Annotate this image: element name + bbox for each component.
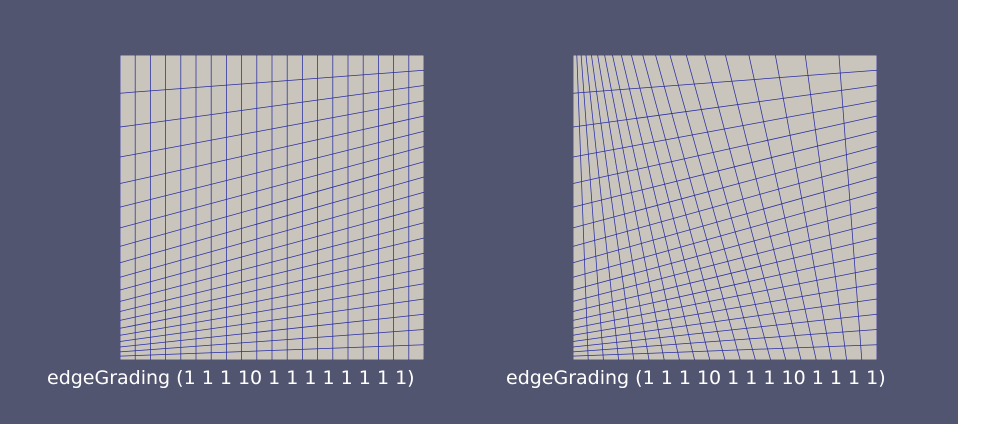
mesh-line-j-2 xyxy=(573,329,877,353)
mesh-line-j-12 xyxy=(573,176,877,264)
mesh-line-j-11 xyxy=(120,191,424,278)
mesh-line-j-6 xyxy=(573,268,877,329)
mesh-line-i-13 xyxy=(685,55,771,360)
mesh-line-j-7 xyxy=(573,252,877,321)
caption-left: edgeGrading (1 1 1 10 1 1 1 1 1 1 1 1) xyxy=(47,367,415,389)
mesh-line-j-17 xyxy=(573,100,877,158)
mesh-line-i-10 xyxy=(642,55,726,360)
mesh-line-j-5 xyxy=(573,283,877,336)
mesh-lines xyxy=(573,55,877,360)
mesh-line-i-18 xyxy=(804,55,847,360)
mesh-line-i-7 xyxy=(612,55,680,360)
mesh-line-j-9 xyxy=(120,222,424,302)
mesh-face xyxy=(573,55,877,360)
mesh-line-j-14 xyxy=(573,146,877,229)
mesh-line-j-4 xyxy=(120,298,424,342)
caption-right: edgeGrading (1 1 1 10 1 1 1 10 1 1 1 1) xyxy=(506,367,886,389)
render-viewport[interactable]: edgeGrading (1 1 1 10 1 1 1 1 1 1 1 1) e… xyxy=(0,0,958,424)
mesh-line-j-4 xyxy=(573,298,877,342)
mesh-line-i-8 xyxy=(620,55,695,360)
mesh-line-j-13 xyxy=(120,161,424,247)
mesh-line-i-9 xyxy=(631,55,711,360)
mesh-line-j-10 xyxy=(573,207,877,291)
mesh-line-i-3 xyxy=(585,55,619,360)
mesh-line-j-8 xyxy=(120,237,424,312)
mesh-line-j-10 xyxy=(120,207,424,291)
mesh-line-j-11 xyxy=(573,191,877,278)
mesh-line-j-2 xyxy=(120,329,424,353)
mesh-line-j-3 xyxy=(573,313,877,348)
mesh-line-j-8 xyxy=(573,237,877,312)
mesh-line-i-15 xyxy=(725,55,802,360)
mesh-line-i-1 xyxy=(576,55,589,360)
mesh-line-j-1 xyxy=(120,344,424,357)
mesh-line-j-6 xyxy=(120,268,424,329)
mesh-line-j-7 xyxy=(120,252,424,321)
mesh-line-j-9 xyxy=(573,222,877,302)
mesh-line-i-19 xyxy=(838,55,863,360)
mesh-line-j-19 xyxy=(573,69,877,94)
mesh-line-j-16 xyxy=(120,115,424,184)
mesh-line-j-5 xyxy=(120,283,424,336)
mesh-line-i-4 xyxy=(591,55,635,360)
mesh-line-i-5 xyxy=(597,55,650,360)
mesh-line-j-3 xyxy=(120,313,424,348)
mesh-lines xyxy=(120,55,424,360)
mesh-line-j-14 xyxy=(120,146,424,229)
mesh-line-j-17 xyxy=(120,100,424,158)
mesh-line-i-2 xyxy=(580,55,604,360)
mesh-line-j-13 xyxy=(573,161,877,247)
mesh-line-i-17 xyxy=(774,55,832,360)
mesh-line-j-15 xyxy=(573,130,877,208)
mesh-line-j-15 xyxy=(120,130,424,208)
mesh-line-j-16 xyxy=(573,115,877,184)
mesh-line-i-6 xyxy=(604,55,665,360)
mesh-block-right xyxy=(573,55,877,360)
mesh-line-j-12 xyxy=(120,176,424,264)
mesh-line-i-14 xyxy=(704,55,787,360)
mesh-line-j-19 xyxy=(120,69,424,94)
mesh-line-j-1 xyxy=(573,344,877,357)
mesh-block-left xyxy=(120,55,424,360)
mesh-line-j-18 xyxy=(120,85,424,128)
mesh-line-j-18 xyxy=(573,85,877,128)
